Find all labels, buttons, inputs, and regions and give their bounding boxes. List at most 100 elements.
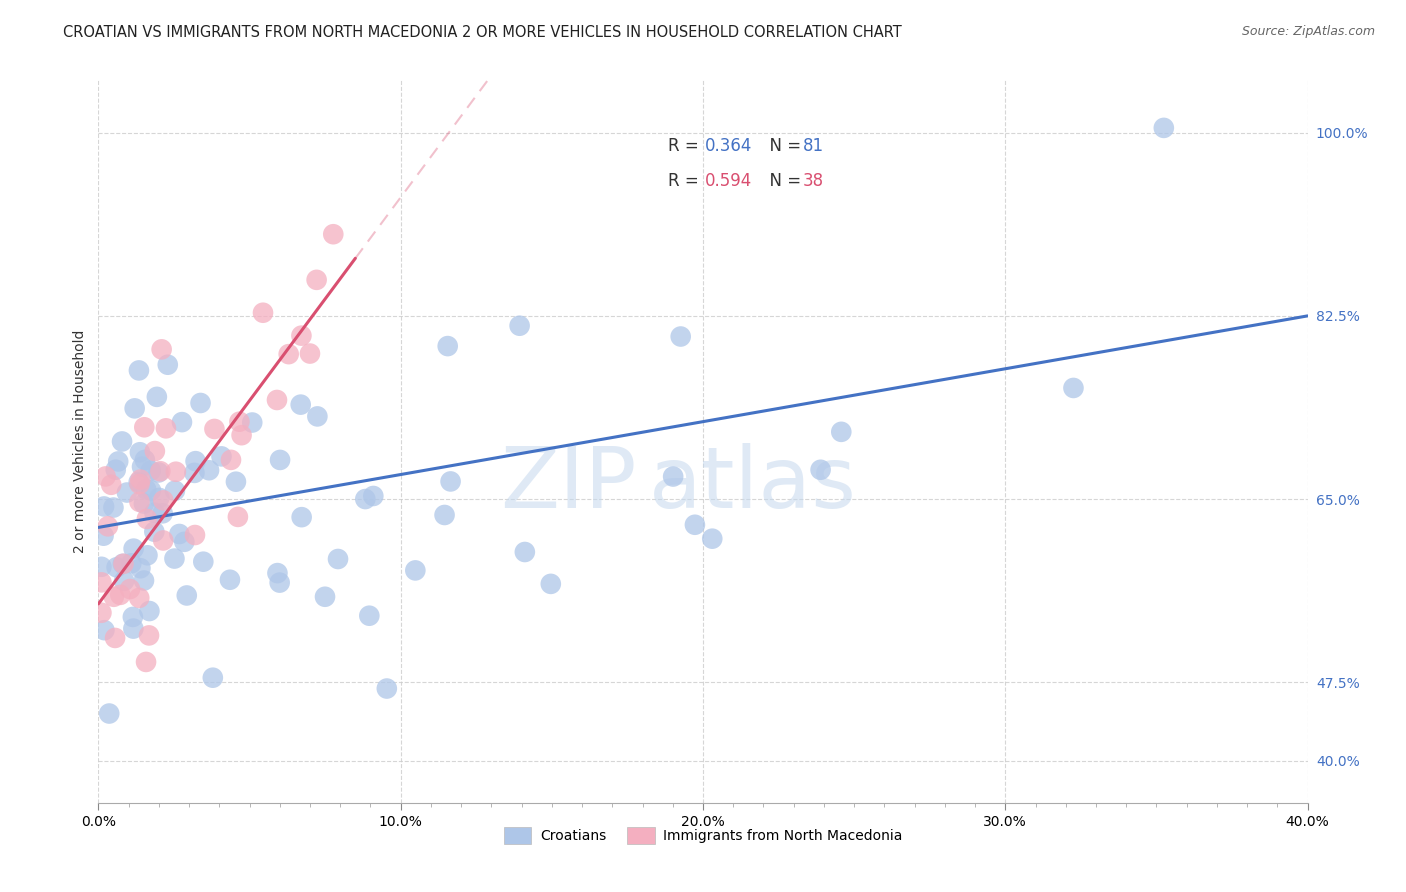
Point [163,483,186,498]
Point [228,415,250,429]
Point [118,582,141,596]
Text: R =: R = [668,137,704,155]
Point [193,555,215,569]
Point [314,590,336,604]
Point [112,574,135,588]
Y-axis label: 2 or more Vehicles in Household: 2 or more Vehicles in Household [73,330,87,553]
Point [269,575,291,590]
Text: N =: N = [759,137,807,155]
Point [683,517,706,532]
Point [90,606,112,620]
Point [143,506,166,520]
Point [103,500,125,515]
Point [129,473,152,487]
Point [669,329,692,343]
Text: N =: N = [759,172,807,190]
Point [326,552,349,566]
Text: ZIP: ZIP [501,443,637,526]
Point [128,495,150,509]
Point [138,604,160,618]
Point [173,534,195,549]
Point [104,463,127,477]
Point [134,453,156,467]
Legend: Croatians, Immigrants from North Macedonia: Croatians, Immigrants from North Macedon… [498,822,908,850]
Point [702,532,724,546]
Point [190,396,212,410]
Text: Source: ZipAtlas.com: Source: ZipAtlas.com [1241,25,1375,38]
Point [291,510,314,524]
Point [509,318,531,333]
Point [148,466,170,480]
Point [128,591,150,605]
Point [156,358,179,372]
Point [184,454,207,468]
Point [439,475,461,489]
Point [354,491,377,506]
Point [375,681,398,696]
Point [131,459,153,474]
Point [132,574,155,588]
Point [219,573,242,587]
Point [359,608,381,623]
Point [662,469,685,483]
Point [290,398,312,412]
Point [103,590,125,604]
Point [148,491,170,505]
Point [111,434,134,449]
Point [135,483,157,497]
Point [226,509,249,524]
Point [305,273,328,287]
Point [433,508,456,522]
Point [129,561,152,575]
Point [98,706,121,721]
Point [307,409,329,424]
Text: 81: 81 [803,137,824,155]
Text: CROATIAN VS IMMIGRANTS FROM NORTH MACEDONIA 2 OR MORE VEHICLES IN HOUSEHOLD CORR: CROATIAN VS IMMIGRANTS FROM NORTH MACEDO… [63,25,903,40]
Point [128,477,150,491]
Point [290,328,312,343]
Point [219,453,242,467]
Point [1062,381,1084,395]
Point [436,339,458,353]
Point [124,401,146,416]
Point [135,512,157,526]
Point [322,227,344,242]
Point [93,500,115,514]
Point [540,577,562,591]
Point [1153,120,1175,135]
Point [132,497,155,511]
Point [184,528,207,542]
Point [110,588,132,602]
Point [198,463,221,477]
Point [152,533,174,548]
Point [139,483,162,498]
Point [211,450,233,464]
Point [810,463,832,477]
Point [298,346,321,360]
Point [170,415,193,429]
Point [152,506,174,520]
Point [120,557,142,571]
Point [363,489,385,503]
Point [100,477,122,491]
Point [112,557,135,571]
Point [104,631,127,645]
Point [122,541,145,556]
Point [163,551,186,566]
Point [97,519,120,533]
Point [269,453,291,467]
Text: 0.594: 0.594 [704,172,752,190]
Point [90,559,112,574]
Text: 38: 38 [803,172,824,190]
Point [121,610,143,624]
Point [240,416,263,430]
Point [138,628,160,642]
Point [176,589,198,603]
Point [107,454,129,468]
Point [252,306,274,320]
Point [277,347,299,361]
Point [169,527,191,541]
Point [93,529,115,543]
Point [183,466,205,480]
Point [150,343,173,357]
